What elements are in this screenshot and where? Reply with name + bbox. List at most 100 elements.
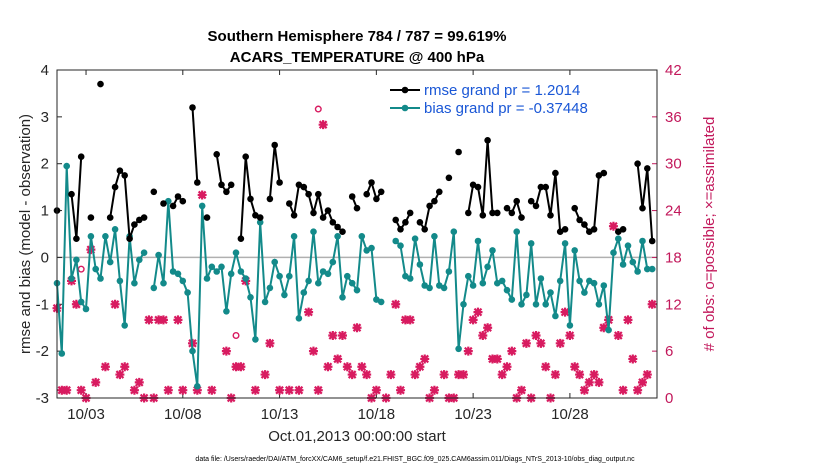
rmse-point: [537, 183, 545, 191]
rmse-point: [397, 226, 404, 233]
obs-assimilated-marker: [207, 385, 217, 395]
rmse-point: [426, 202, 433, 210]
rmse-point: [634, 160, 641, 167]
bias-point: [465, 272, 472, 280]
rmse-series: [53, 80, 656, 245]
rmse-point: [290, 212, 298, 219]
bias-point: [140, 249, 148, 256]
rmse-point: [542, 183, 549, 191]
rmse-point: [392, 216, 400, 224]
bias-point: [353, 286, 361, 294]
obs-assimilated-marker: [120, 362, 130, 372]
bias-point: [566, 322, 574, 329]
obs-assimilated-marker: [584, 377, 594, 387]
rmse-point: [218, 181, 225, 189]
right-tick-label: 24: [665, 203, 682, 220]
y-tick-label: -2: [36, 343, 49, 360]
bias-point: [329, 258, 337, 266]
rmse-point: [310, 209, 317, 217]
bias-point: [455, 345, 462, 353]
bias-point: [106, 258, 114, 266]
rmse-point: [479, 212, 487, 219]
rmse-point: [508, 209, 516, 217]
obs-assimilated-marker: [313, 385, 323, 395]
rmse-point: [377, 188, 385, 196]
bias-point: [73, 256, 80, 264]
rmse-point: [373, 195, 380, 203]
obs-assimilated-marker: [420, 354, 430, 364]
bias-point: [169, 268, 177, 275]
rmse-point: [474, 183, 482, 191]
bias-point: [247, 294, 254, 301]
rmse-point: [73, 235, 80, 242]
bias-point: [58, 350, 66, 357]
rmse-point: [131, 221, 138, 228]
obs-assimilated-marker: [458, 370, 468, 380]
bias-point: [286, 272, 293, 280]
rmse-point: [97, 80, 104, 88]
bias-point: [406, 275, 414, 282]
bias-point: [339, 294, 346, 301]
obs-assimilated-marker: [221, 346, 231, 356]
bias-point: [281, 291, 288, 299]
obs-assimilated-marker: [76, 385, 86, 395]
rmse-point: [319, 214, 327, 221]
legend: rmse grand pr = 1.2014 bias grand pr = -…: [390, 82, 588, 117]
rmse-point: [421, 226, 429, 233]
obs-assimilated-marker: [231, 362, 241, 372]
bias-point: [261, 298, 269, 306]
bias-point: [300, 289, 308, 296]
obs-assimilated-marker: [275, 385, 285, 395]
rmse-point: [266, 195, 274, 203]
bias-point: [542, 301, 549, 308]
bias-point: [445, 268, 453, 275]
rmse-point: [513, 197, 520, 205]
rmse-line-segment: [365, 179, 383, 202]
obs-assimilated-marker: [589, 370, 599, 380]
rmse-point: [305, 190, 312, 198]
bias-point: [256, 219, 264, 226]
bias-point: [523, 291, 530, 299]
x-tick-label: 10/03: [67, 406, 105, 423]
obs-assimilated-marker: [579, 385, 589, 395]
obs-assimilated-marker: [637, 377, 647, 387]
rmse-point: [276, 179, 283, 186]
right-tick-label: 18: [665, 249, 682, 266]
rmse-point: [247, 195, 254, 203]
bias-point: [266, 284, 274, 292]
bias-point: [484, 263, 491, 271]
bias-point: [556, 277, 564, 285]
rmse-point: [271, 141, 279, 149]
rmse-point: [527, 197, 535, 205]
bias-point: [639, 237, 646, 245]
obs-assimilated-marker: [492, 354, 502, 364]
obs-possible-marker: [232, 332, 240, 340]
obs-assimilated-marker: [633, 385, 643, 395]
rmse-point: [494, 209, 501, 217]
y-tick-label: 1: [41, 203, 49, 220]
data-file-footnote: data file: /Users/raeder/DAI/ATM_forcXX/…: [195, 456, 635, 463]
y-axis-label: rmse and bias (model - observation): [17, 114, 34, 354]
bias-point: [111, 226, 119, 233]
rmse-point: [353, 204, 361, 212]
bias-point: [344, 272, 351, 280]
rmse-point: [77, 153, 85, 160]
obs-assimilated-marker: [594, 377, 604, 387]
y-tick-label: 2: [41, 156, 49, 173]
bias-point: [97, 275, 104, 282]
obs-assimilated-marker: [410, 370, 420, 380]
rmse-point: [169, 202, 177, 210]
obs-series: [52, 105, 657, 403]
right-tick-label: 6: [665, 343, 673, 360]
obs-assimilated-marker: [342, 362, 352, 372]
rmse-point: [619, 226, 627, 233]
obs-assimilated-marker: [429, 385, 439, 395]
obs-assimilated-marker: [304, 307, 314, 317]
obs-assimilated-marker: [260, 370, 270, 380]
bias-point: [629, 258, 637, 266]
bias-point: [469, 282, 477, 289]
rmse-point: [223, 188, 230, 196]
rmse-point: [87, 214, 95, 221]
obs-assimilated-marker: [110, 299, 120, 309]
rmse-point: [334, 223, 341, 231]
